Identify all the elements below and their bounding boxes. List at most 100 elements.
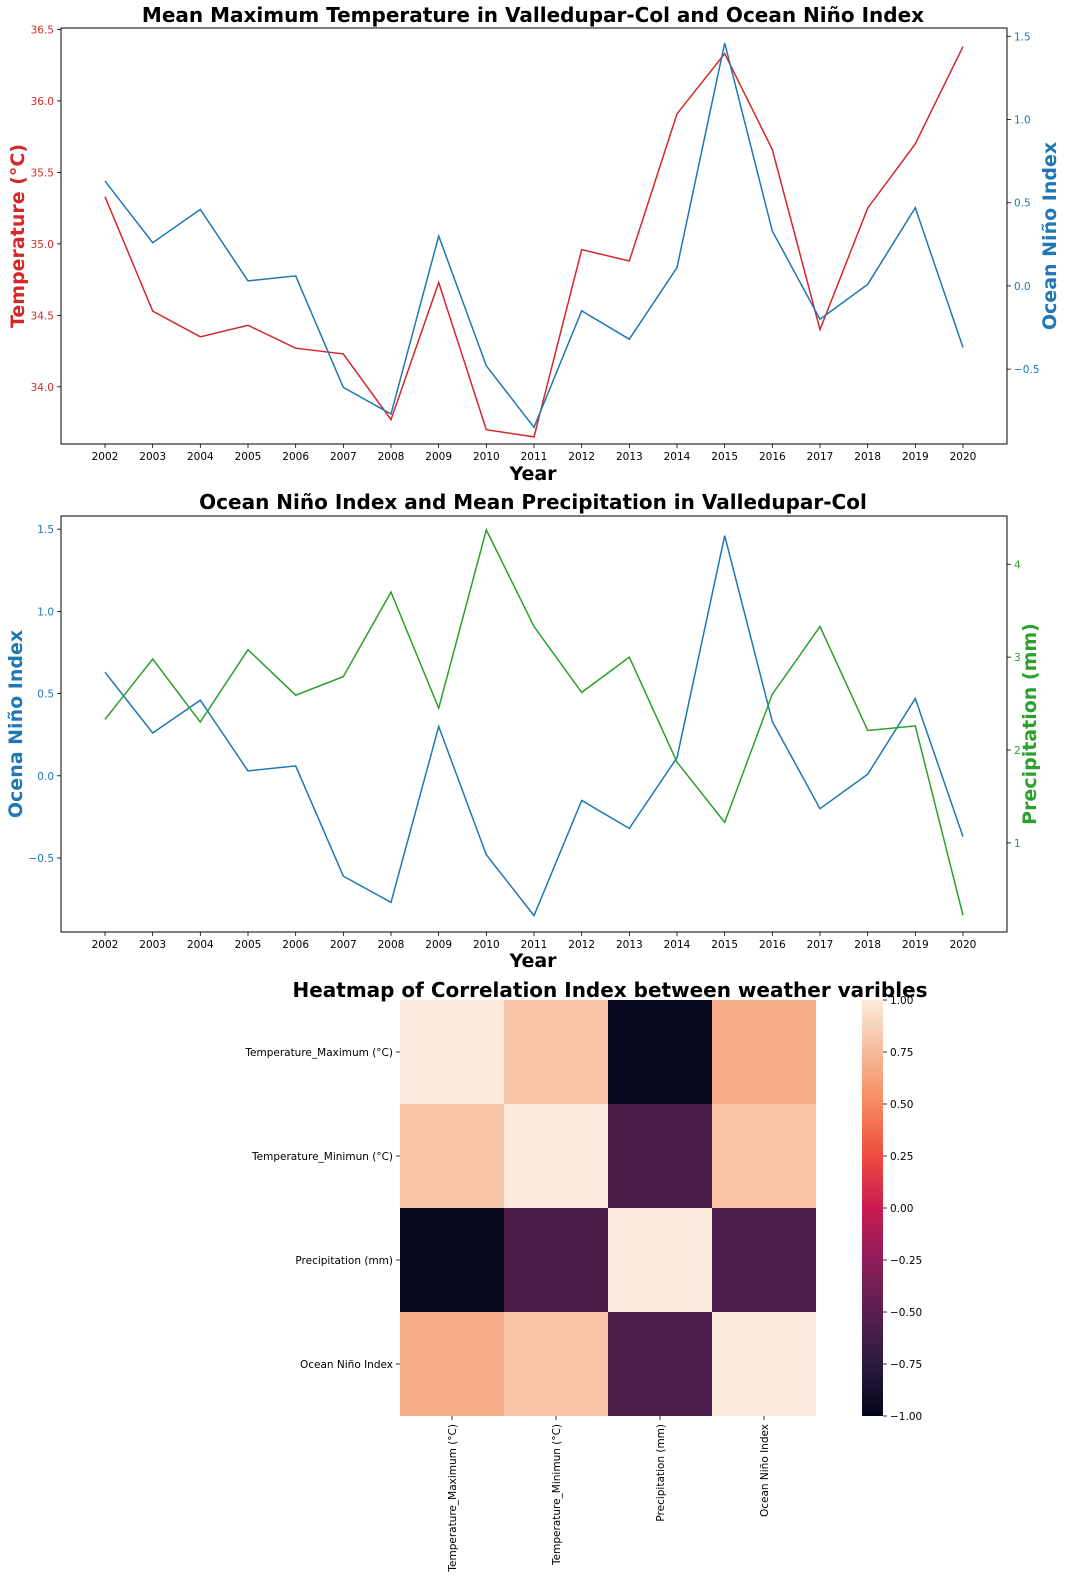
heatmap-cell xyxy=(712,1000,816,1104)
right-y-tick-label: 0.0 xyxy=(1014,281,1031,293)
x-tick-label: 2004 xyxy=(187,451,214,463)
correlation-heatmap: Heatmap of Correlation Index between wea… xyxy=(244,978,927,1573)
chart2-left-y-axis: −0.5 0.0 0.5 1.0 1.5 xyxy=(29,524,61,865)
x-tick-label: 2003 xyxy=(139,451,166,463)
right-y-tick-label: 4 xyxy=(1014,559,1021,571)
x-tick-label: 2012 xyxy=(568,939,595,951)
x-tick-label: 2009 xyxy=(425,451,452,463)
right-y-tick-label: 0.5 xyxy=(1014,198,1031,210)
left-y-tick-label: 36.5 xyxy=(31,24,54,36)
heatmap-cells xyxy=(400,1000,816,1416)
left-y-tick-label: 0.5 xyxy=(37,689,54,701)
chart1-plot-frame xyxy=(60,27,1008,445)
x-tick-label: 2015 xyxy=(711,939,738,951)
right-y-tick-label: 1 xyxy=(1014,838,1021,850)
col-label: Ocean Niño Index xyxy=(759,1424,771,1517)
heatmap-cell xyxy=(608,1000,712,1104)
chart2-right-y-label: Precipitation (mm) xyxy=(1019,623,1041,825)
x-tick-label: 2011 xyxy=(521,451,548,463)
x-tick-label: 2008 xyxy=(378,939,405,951)
x-tick-label: 2013 xyxy=(616,939,643,951)
chart2-x-label: Year xyxy=(508,950,557,972)
chart1-right-y-axis: −0.5 0.0 0.5 1.0 1.5 xyxy=(1007,31,1040,376)
chart2-series xyxy=(104,527,964,918)
row-label: Ocean Niño Index xyxy=(300,1359,393,1371)
chart1-x-label: Year xyxy=(508,463,557,485)
series-line-right xyxy=(104,42,964,429)
x-tick-label: 2002 xyxy=(92,939,119,951)
x-tick-label: 2014 xyxy=(664,939,691,951)
heatmap-cell xyxy=(608,1104,712,1208)
x-tick-label: 2016 xyxy=(759,451,786,463)
x-tick-label: 2018 xyxy=(854,939,881,951)
left-y-tick-label: 34.0 xyxy=(31,382,54,394)
heatmap-cell xyxy=(712,1312,816,1416)
left-y-tick-label: 1.5 xyxy=(37,524,54,536)
x-tick-label: 2002 xyxy=(92,451,119,463)
x-tick-label: 2019 xyxy=(902,451,929,463)
heatmap-cell xyxy=(400,1312,504,1416)
x-tick-label: 2007 xyxy=(330,939,357,951)
x-tick-label: 2010 xyxy=(473,939,500,951)
chart1-x-axis: 2002 2003 2004 2005 2006 2007 2008 2009 2010 2011… xyxy=(92,444,977,463)
x-tick-label: 2010 xyxy=(473,451,500,463)
x-tick-label: 2006 xyxy=(282,451,309,463)
heatmap-title: Heatmap of Correlation Index between wea… xyxy=(292,978,927,1002)
left-y-tick-label: 1.0 xyxy=(37,606,54,618)
x-tick-label: 2009 xyxy=(425,939,452,951)
x-tick-label: 2019 xyxy=(902,939,929,951)
x-tick-label: 2013 xyxy=(616,451,643,463)
oni-precipitation-chart: Ocean Niño Index and Mean Precipitation … xyxy=(5,490,1041,972)
heatmap-cell xyxy=(400,1000,504,1104)
series-line-left xyxy=(104,46,964,438)
heatmap-cell xyxy=(504,1000,608,1104)
heatmap-cell xyxy=(712,1104,816,1208)
left-y-tick-label: −0.5 xyxy=(29,853,55,865)
x-tick-label: 2020 xyxy=(950,451,977,463)
left-y-tick-label: 36.0 xyxy=(31,96,54,108)
chart2-right-y-axis: 1 2 3 4 xyxy=(1007,559,1021,850)
chart1-series xyxy=(104,42,964,438)
x-tick-label: 2007 xyxy=(330,451,357,463)
col-label: Precipitation (mm) xyxy=(655,1424,667,1522)
col-label: Temperature_Minimun (°C) xyxy=(551,1424,563,1566)
x-tick-label: 2003 xyxy=(139,939,166,951)
chart1-title: Mean Maximum Temperature in Valledupar-C… xyxy=(142,3,924,27)
colorbar-tick-label: −1.00 xyxy=(890,1411,922,1423)
colorbar-tick-label: −0.75 xyxy=(890,1359,922,1371)
x-tick-label: 2006 xyxy=(282,939,309,951)
col-label: Temperature_Maximum (°C) xyxy=(447,1424,459,1573)
colorbar-tick-label: 0.00 xyxy=(890,1203,913,1215)
left-y-tick-label: 34.5 xyxy=(31,310,54,322)
x-tick-label: 2004 xyxy=(187,939,214,951)
heatmap-cell xyxy=(712,1208,816,1312)
heatmap-cell xyxy=(504,1312,608,1416)
colorbar-tick-label: −0.50 xyxy=(890,1307,922,1319)
x-tick-label: 2008 xyxy=(378,451,405,463)
chart2-title: Ocean Niño Index and Mean Precipitation … xyxy=(199,490,867,514)
right-y-tick-label: 1.5 xyxy=(1014,31,1031,43)
heatmap-cell xyxy=(504,1104,608,1208)
heatmap-cell xyxy=(400,1208,504,1312)
right-y-tick-label: 2 xyxy=(1014,745,1021,757)
x-tick-label: 2016 xyxy=(759,939,786,951)
chart1-right-y-label: Ocean Niño Index xyxy=(1039,142,1061,330)
left-y-tick-label: 35.5 xyxy=(31,167,54,179)
heatmap-cell xyxy=(608,1208,712,1312)
row-label: Precipitation (mm) xyxy=(295,1255,393,1267)
left-y-tick-label: 0.0 xyxy=(37,771,54,783)
heatmap-col-labels: Temperature_Maximum (°C) Temperature_Mini… xyxy=(447,1416,771,1573)
temperature-oni-chart: Mean Maximum Temperature in Valledupar-C… xyxy=(7,3,1061,485)
chart2-x-axis: 2002 2003 2004 2005 2006 2007 2008 2009 2010 2011… xyxy=(92,932,976,951)
heatmap-cell xyxy=(400,1104,504,1208)
x-tick-label: 2005 xyxy=(235,451,262,463)
colorbar-ticks: −1.00 −0.75 −0.50 −0.25 0.00 0.25 0.50 0.75 1.00 xyxy=(883,995,922,1423)
x-tick-label: 2012 xyxy=(568,451,595,463)
x-tick-label: 2015 xyxy=(711,451,738,463)
colorbar-tick-label: −0.25 xyxy=(890,1255,922,1267)
right-y-tick-label: 1.0 xyxy=(1014,115,1031,127)
right-y-tick-label: −0.5 xyxy=(1014,364,1040,376)
colorbar xyxy=(862,1000,883,1416)
colorbar-tick-label: 0.75 xyxy=(890,1047,913,1059)
